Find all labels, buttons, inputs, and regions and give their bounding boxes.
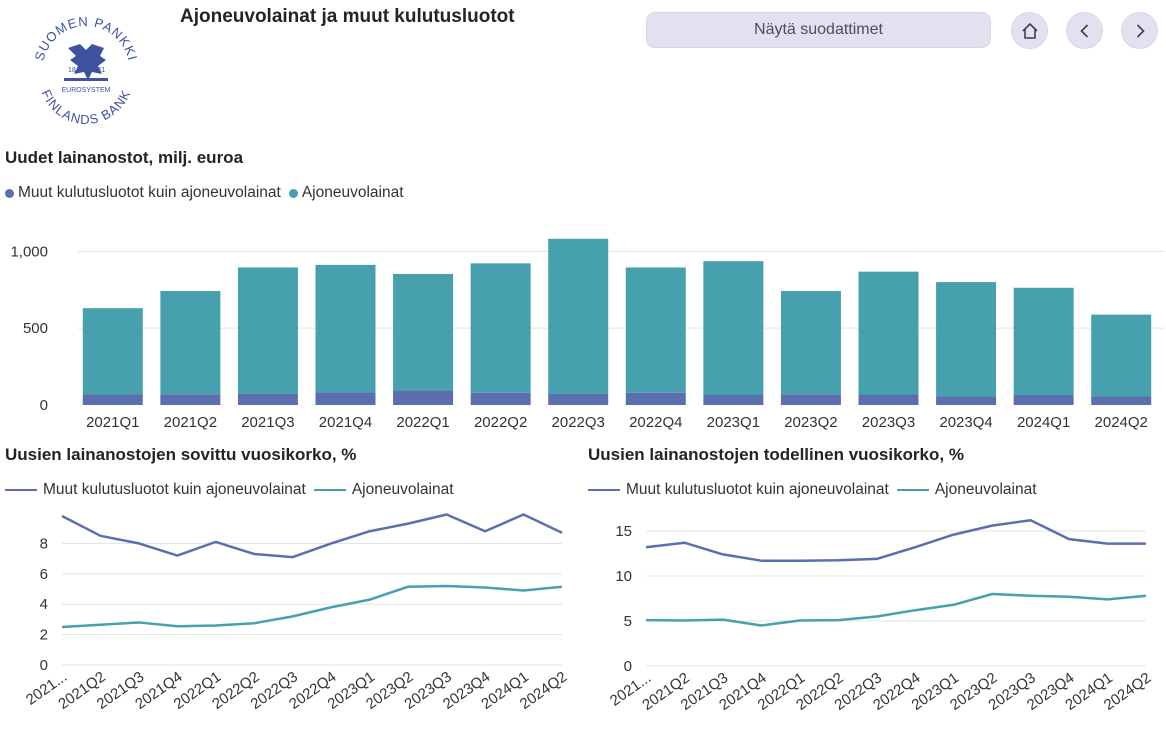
legend-marker-vehicle <box>313 489 346 491</box>
legend-item-other[interactable]: Muut kulutusluotot kuin ajoneuvolainat <box>5 481 306 499</box>
chevron-left-icon <box>1079 23 1088 38</box>
bar-segment-vehicle <box>315 264 376 393</box>
legend-label-other: Muut kulutusluotot kuin ajoneuvolainat <box>18 184 281 201</box>
bank-logo: SUOMEN PANKKI FINLANDS BANK 18 11 EUROSY… <box>28 8 144 132</box>
x-tick-label: 2024Q2 <box>1095 414 1148 431</box>
legend-label-other: Muut kulutusluotot kuin ajoneuvolainat <box>626 481 889 498</box>
bar-segment-other <box>315 392 376 405</box>
legend-label-vehicle: Ajoneuvolainat <box>351 481 454 498</box>
show-filters-button[interactable]: Näytä suodattimet <box>646 12 991 48</box>
y-tick-label: 15 <box>615 523 632 540</box>
bar-segment-vehicle <box>548 238 609 394</box>
bar-segment-vehicle <box>160 291 221 395</box>
legend-marker-other <box>5 489 37 491</box>
legend-marker-other <box>5 188 14 198</box>
effective-rate-line-chart: 0510152021...2021Q22021Q32021Q42022Q1202… <box>607 518 1154 714</box>
forward-button[interactable] <box>1121 12 1158 49</box>
x-tick-label: 2022Q1 <box>396 414 449 431</box>
y-tick-label: 0 <box>40 657 48 674</box>
bar-segment-other <box>470 392 531 405</box>
y-tick-label: 1,000 <box>10 243 48 260</box>
home-icon <box>1021 22 1038 39</box>
y-tick-label: 10 <box>615 568 632 585</box>
logo-year-left: 18 <box>68 67 76 74</box>
bar-segment-other <box>858 394 919 405</box>
bar-segment-vehicle <box>82 308 143 395</box>
back-button[interactable] <box>1066 12 1103 49</box>
bar-segment-vehicle <box>858 271 919 395</box>
legend-item-other[interactable]: Muut kulutusluotot kuin ajoneuvolainat <box>588 481 889 499</box>
y-tick-label: 5 <box>624 613 632 630</box>
legend-label-vehicle: Ajoneuvolainat <box>934 481 1037 498</box>
legend-item-vehicle[interactable]: Ajoneuvolainat <box>896 481 1037 499</box>
x-tick-label: 2023Q2 <box>784 414 837 431</box>
legend-item-other[interactable]: Muut kulutusluotot kuin ajoneuvolainat <box>5 184 281 202</box>
x-tick-label: 2023Q4 <box>939 414 992 431</box>
bar-chart-title: Uudet lainanostot, milj. euroa <box>5 148 244 167</box>
legend-marker-other <box>588 489 620 491</box>
chevron-right-icon <box>1136 23 1145 38</box>
logo-year-right: 11 <box>98 67 105 74</box>
bar-segment-vehicle <box>936 282 997 397</box>
bar-segment-other <box>393 390 454 405</box>
home-button[interactable] <box>1011 12 1048 49</box>
bar-segment-vehicle <box>237 267 298 394</box>
bar-chart: 0 500 1,000 2021Q1 2021Q2 2021Q3 2021Q4 2022Q1 2… <box>10 238 1164 431</box>
x-tick-label: 2023Q3 <box>862 414 915 431</box>
y-tick-label: 8 <box>40 535 48 552</box>
legend-item-vehicle[interactable]: Ajoneuvolainat <box>288 184 404 202</box>
bar-segment-other <box>548 393 609 405</box>
bar-segment-vehicle <box>703 261 764 395</box>
y-tick-label: 500 <box>23 320 48 337</box>
x-tick-label: 2021Q4 <box>319 414 372 431</box>
bar-segment-other <box>1013 395 1074 405</box>
x-tick-label: 2022Q2 <box>474 414 527 431</box>
bar-segment-vehicle <box>393 273 454 391</box>
x-tick-label: 2021Q3 <box>241 414 294 431</box>
bar-chart-legend: Muut kulutusluotot kuin ajoneuvolainat A… <box>5 184 412 202</box>
agreed-rate-chart-legend: Muut kulutusluotot kuin ajoneuvolainat A… <box>5 481 462 499</box>
bar-segment-other <box>625 392 686 405</box>
line-series-vehicle <box>645 592 1147 627</box>
legend-label-vehicle: Ajoneuvolainat <box>301 184 404 201</box>
bar-segment-other <box>237 393 298 405</box>
y-tick-label: 6 <box>40 566 48 583</box>
bar-segment-vehicle <box>470 263 531 393</box>
line-series-vehicle <box>61 584 563 629</box>
bar-segment-other <box>82 394 143 405</box>
x-tick-label: 2022Q3 <box>552 414 605 431</box>
logo-eurosystem: EUROSYSTEM <box>61 87 110 94</box>
legend-item-vehicle[interactable]: Ajoneuvolainat <box>313 481 454 499</box>
bar-segment-other <box>936 396 997 405</box>
line-series-other <box>645 518 1146 562</box>
line-series-other <box>61 513 563 559</box>
bar-segment-vehicle <box>780 291 841 395</box>
y-tick-label: 2 <box>40 627 48 644</box>
x-tick-label: 2024Q1 <box>1017 414 1070 431</box>
y-tick-label: 0 <box>624 658 632 675</box>
page-title: Ajoneuvolainat ja muut kulutusluotot <box>180 6 515 27</box>
bar-segment-other <box>703 394 764 405</box>
bar-segment-other <box>780 394 841 405</box>
x-tick-label: 2021Q1 <box>86 414 139 431</box>
bar-segment-vehicle <box>1091 314 1152 397</box>
x-tick-label: 2022Q4 <box>629 414 682 431</box>
bar-segment-other <box>160 394 221 405</box>
effective-rate-chart-title: Uusien lainanostojen todellinen vuosikor… <box>588 445 964 464</box>
legend-marker-vehicle <box>896 489 929 491</box>
agreed-rate-line-chart: 024682021...2021Q22021Q32021Q42022Q12022… <box>23 513 570 713</box>
x-tick-label: 2023Q1 <box>707 414 760 431</box>
bar-segment-other <box>1091 396 1152 405</box>
legend-label-other: Muut kulutusluotot kuin ajoneuvolainat <box>43 481 306 498</box>
agreed-rate-chart-title: Uusien lainanostojen sovittu vuosikorko,… <box>5 445 357 464</box>
legend-marker-vehicle <box>288 188 298 198</box>
effective-rate-chart-legend: Muut kulutusluotot kuin ajoneuvolainat A… <box>588 481 1045 499</box>
bar-segment-vehicle <box>1013 287 1074 396</box>
y-tick-label: 0 <box>40 397 48 414</box>
y-tick-label: 4 <box>40 596 48 613</box>
bar-segment-vehicle <box>625 267 686 393</box>
x-tick-label: 2021Q2 <box>164 414 217 431</box>
